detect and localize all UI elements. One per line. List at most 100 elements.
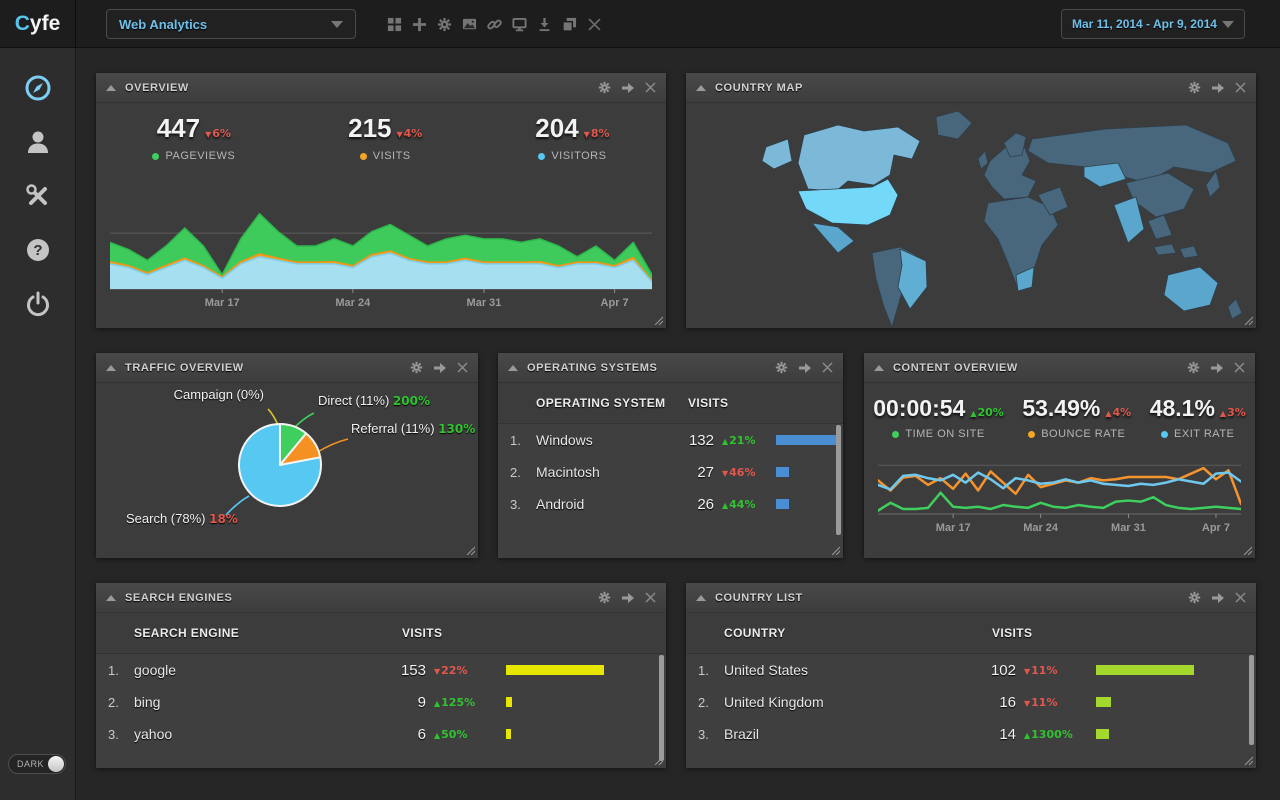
table-row: 3. Brazil 14 ▲1300%	[686, 718, 1256, 750]
widget-settings-icon[interactable]	[1188, 81, 1201, 94]
content-stats: 00:00:54 ▲20% TIME ON SITE 53.49% ▲4% BOUN…	[864, 383, 1255, 440]
row-bar	[1096, 697, 1194, 707]
widget-close-icon[interactable]	[645, 82, 656, 93]
widget-settings-icon[interactable]	[1188, 591, 1201, 604]
duplicate-icon[interactable]	[561, 16, 577, 32]
row-bar	[1096, 665, 1194, 675]
widget-close-icon[interactable]	[645, 592, 656, 603]
tools-icon	[25, 184, 47, 205]
widget-move-icon[interactable]	[1210, 362, 1224, 374]
question-icon: ?	[26, 239, 49, 261]
grid-icon[interactable]	[386, 16, 402, 32]
svg-text:Mar 24: Mar 24	[1023, 522, 1059, 534]
row-value: 14	[999, 725, 1016, 743]
collapse-arrow-icon[interactable]	[106, 594, 116, 601]
svg-text:?: ?	[33, 242, 42, 259]
stat-delta: ▲3%	[1219, 406, 1246, 419]
table-row: 3. Android 26 ▲44%	[498, 488, 843, 520]
collapse-arrow-icon[interactable]	[106, 84, 116, 91]
widget-settings-icon[interactable]	[775, 361, 788, 374]
dashboard-selector[interactable]: Web Analytics	[106, 9, 356, 39]
resize-handle[interactable]	[1242, 754, 1253, 765]
date-range-value: Mar 11, 2014 - Apr 9, 2014	[1072, 17, 1217, 31]
widget-settings-icon[interactable]	[410, 361, 423, 374]
screen-icon[interactable]	[511, 16, 527, 32]
widget-title: COUNTRY MAP	[715, 81, 803, 94]
widget-move-icon[interactable]	[433, 362, 447, 374]
stat-label: EXIT RATE	[1174, 428, 1235, 440]
resize-handle[interactable]	[1242, 314, 1253, 325]
pie-label-delta: 18%	[209, 512, 238, 526]
widget-move-icon[interactable]	[1211, 82, 1225, 94]
sidebar-item-users[interactable]	[24, 128, 52, 156]
widget-settings-icon[interactable]	[598, 591, 611, 604]
row-name: Android	[536, 496, 585, 512]
widget-header: TRAFFIC OVERVIEW	[96, 353, 478, 383]
widget-title: COUNTRY LIST	[715, 591, 803, 604]
column-header: VISITS	[688, 396, 729, 410]
widget-close-icon[interactable]	[822, 362, 833, 373]
resize-handle[interactable]	[652, 754, 663, 765]
widget-move-icon[interactable]	[621, 82, 635, 94]
widget-close-icon[interactable]	[457, 362, 468, 373]
row-rank: 3.	[510, 496, 521, 512]
widget-move-icon[interactable]	[621, 592, 635, 604]
row-value: 26	[697, 495, 714, 513]
widget-operating-systems: OPERATING SYSTEMS OPERATING SYSTEM VISIT…	[498, 353, 843, 558]
share-link-icon[interactable]	[486, 16, 502, 32]
row-value: 16	[999, 693, 1016, 711]
widget-close-icon[interactable]	[1235, 592, 1246, 603]
resize-handle[interactable]	[652, 314, 663, 325]
table-column-headers: OPERATING SYSTEM VISITS	[498, 383, 843, 423]
widget-settings-icon[interactable]	[598, 81, 611, 94]
widget-title: OPERATING SYSTEMS	[527, 361, 658, 374]
settings-gear-icon[interactable]	[436, 16, 452, 32]
row-bar	[776, 499, 840, 509]
resize-handle[interactable]	[829, 544, 840, 555]
scrollbar[interactable]	[659, 655, 664, 761]
theme-toggle[interactable]: DARK	[8, 754, 66, 774]
theme-toggle-label: DARK	[17, 759, 45, 769]
close-icon[interactable]	[586, 16, 602, 32]
sidebar-item-logout[interactable]	[24, 290, 52, 318]
stat-exit-rate: 48.1% ▲3% EXIT RATE	[1149, 395, 1246, 440]
collapse-arrow-icon[interactable]	[874, 364, 884, 371]
image-icon[interactable]	[461, 16, 477, 32]
widget-move-icon[interactable]	[1211, 592, 1225, 604]
resize-handle[interactable]	[464, 544, 475, 555]
row-rank: 3.	[698, 726, 709, 742]
date-range-selector[interactable]: Mar 11, 2014 - Apr 9, 2014	[1061, 9, 1245, 39]
widget-close-icon[interactable]	[1234, 362, 1245, 373]
svg-text:Apr 7: Apr 7	[601, 297, 629, 309]
collapse-arrow-icon[interactable]	[106, 364, 116, 371]
collapse-arrow-icon[interactable]	[508, 364, 518, 371]
stat-bounce-rate: 53.49% ▲4% BOUNCE RATE	[1022, 395, 1132, 440]
widget-title: CONTENT OVERVIEW	[893, 361, 1018, 374]
row-value: 6	[417, 725, 426, 743]
widget-close-icon[interactable]	[1235, 82, 1246, 93]
collapse-arrow-icon[interactable]	[696, 594, 706, 601]
stat-label: VISITS	[372, 150, 411, 162]
widget-content-overview: CONTENT OVERVIEW 00:00:54 ▲20% TIME ON SI…	[864, 353, 1255, 558]
widget-settings-icon[interactable]	[1187, 361, 1200, 374]
scrollbar[interactable]	[1249, 655, 1254, 745]
add-widget-icon[interactable]	[411, 16, 427, 32]
widget-traffic-overview: TRAFFIC OVERVIEW Campaign (0%) Direct (1…	[96, 353, 478, 558]
table-row: 2. United Kingdom 16 ▼11%	[686, 686, 1256, 718]
scrollbar[interactable]	[836, 425, 841, 535]
download-icon[interactable]	[536, 16, 552, 32]
widget-move-icon[interactable]	[798, 362, 812, 374]
stat-visitors: 204 ▼8% VISITORS	[535, 113, 610, 162]
collapse-arrow-icon[interactable]	[696, 84, 706, 91]
table-row: 2. bing 9 ▲125%	[96, 686, 666, 718]
row-name: Windows	[536, 432, 593, 448]
overview-area-chart: Mar 17 Mar 24 Mar 31 Apr 7	[109, 203, 653, 311]
sidebar-item-tools[interactable]	[24, 182, 52, 210]
row-rank: 2.	[108, 694, 119, 710]
stat-delta: ▼4%	[396, 127, 423, 140]
sidebar-item-help[interactable]: ?	[24, 236, 52, 264]
legend-dot	[892, 430, 900, 438]
sidebar-item-dashboards[interactable]	[24, 74, 52, 102]
resize-handle[interactable]	[1241, 544, 1252, 555]
